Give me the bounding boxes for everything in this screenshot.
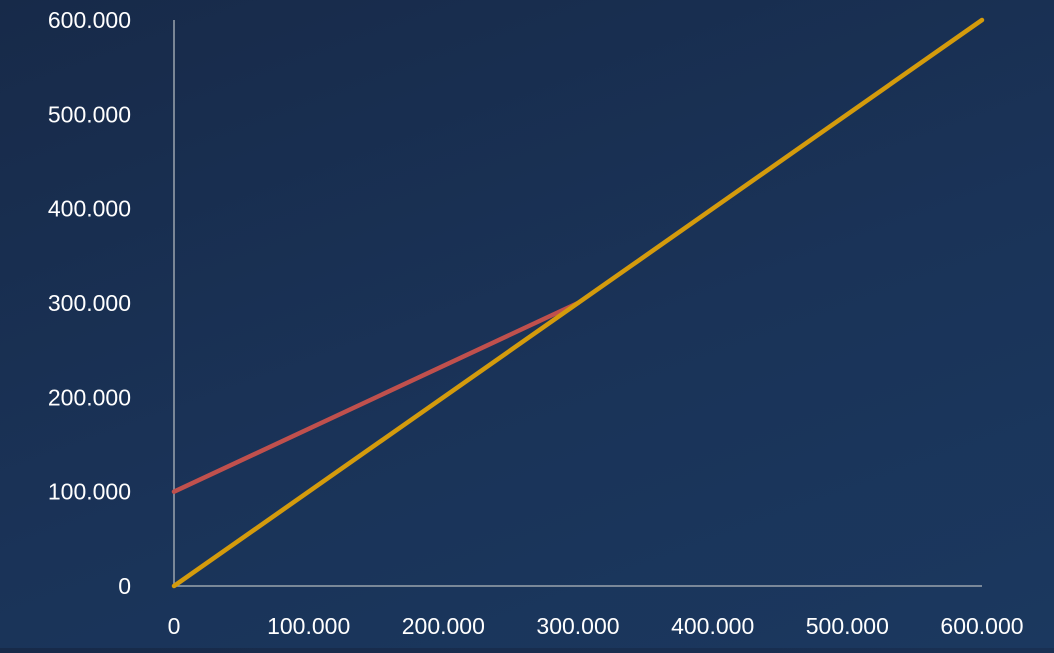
- series-line-2: [171, 17, 985, 589]
- x-tick-label: 600.000: [940, 613, 1023, 639]
- x-tick-label: 500.000: [806, 613, 889, 639]
- x-tick-label: 300.000: [536, 613, 619, 639]
- y-tick-label: 0: [118, 573, 131, 599]
- series-line-1: [171, 300, 581, 494]
- tick-labels: 0 100.000 200.000 300.000 400.000 500.000 600.…: [48, 7, 1024, 639]
- y-tick-label: 600.000: [48, 7, 131, 33]
- y-tick-label: 200.000: [48, 384, 131, 410]
- x-tick-label: 200.000: [402, 613, 485, 639]
- series-lines: [171, 17, 985, 589]
- y-tick-label: 100.000: [48, 479, 131, 505]
- y-tick-label: 500.000: [48, 101, 131, 127]
- y-tick-label: 300.000: [48, 290, 131, 316]
- y-tick-label: 400.000: [48, 196, 131, 222]
- x-tick-label: 0: [168, 613, 181, 639]
- x-tick-label: 400.000: [671, 613, 754, 639]
- x-tick-label: 100.000: [267, 613, 350, 639]
